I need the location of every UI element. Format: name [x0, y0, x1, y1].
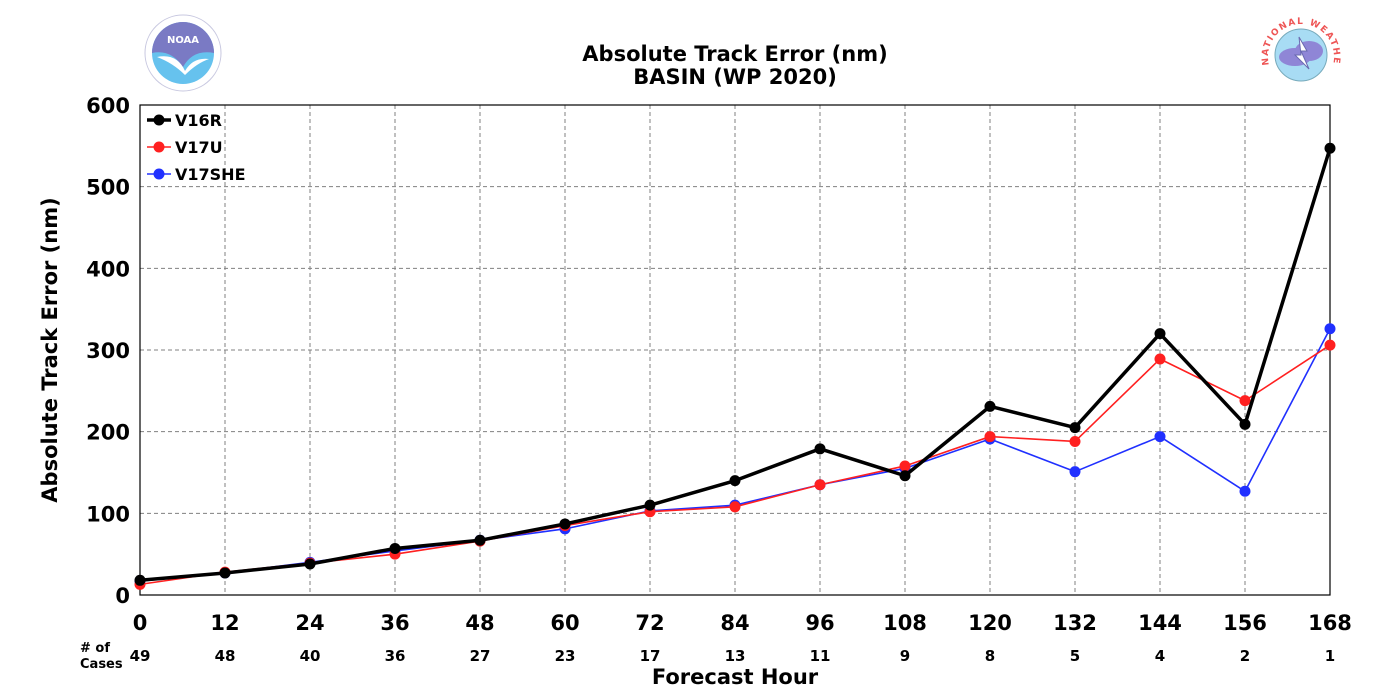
x-tick-label: 60 — [550, 611, 579, 635]
x-axis-label: Forecast Hour — [652, 665, 819, 689]
series-group — [134, 142, 1336, 590]
case-count: 36 — [385, 647, 406, 665]
x-tick-label: 72 — [635, 611, 664, 635]
data-point — [1154, 353, 1166, 365]
y-tick-labels: 0 100 200 300 400 500 600 — [86, 94, 130, 608]
case-count: 27 — [470, 647, 491, 665]
legend-item-v17she: V17SHE — [147, 165, 246, 184]
y-tick-label: 500 — [86, 176, 130, 200]
chart-subtitle: BASIN (WP 2020) — [633, 65, 837, 89]
x-tick-label: 144 — [1138, 611, 1182, 635]
data-point — [1069, 435, 1081, 447]
y-tick-label: 400 — [86, 257, 130, 281]
data-point — [1154, 431, 1166, 443]
case-count: 40 — [300, 647, 321, 665]
data-point — [1069, 466, 1081, 478]
data-point — [1239, 418, 1251, 430]
chart-title: Absolute Track Error (nm) — [582, 42, 887, 66]
data-point — [559, 518, 571, 530]
x-tick-label: 156 — [1223, 611, 1267, 635]
case-count: 48 — [215, 647, 236, 665]
case-count: 9 — [900, 647, 910, 665]
data-point — [644, 499, 656, 511]
x-tick-label: 36 — [380, 611, 409, 635]
x-tick-label: 168 — [1308, 611, 1352, 635]
x-tick-label: 48 — [465, 611, 494, 635]
legend: V16R V17U V17SHE — [147, 111, 246, 184]
legend-label: V16R — [175, 111, 222, 130]
y-axis-label: Absolute Track Error (nm) — [38, 197, 62, 502]
case-count: 11 — [810, 647, 831, 665]
case-count: 5 — [1070, 647, 1080, 665]
x-tick-label: 132 — [1053, 611, 1097, 635]
data-point — [1069, 422, 1081, 434]
y-tick-label: 300 — [86, 339, 130, 363]
data-point — [899, 460, 911, 472]
y-tick-label: 200 — [86, 421, 130, 445]
data-point — [814, 479, 826, 491]
x-tick-label: 24 — [295, 611, 324, 635]
legend-item-v17u: V17U — [147, 138, 223, 157]
data-point — [729, 501, 741, 513]
y-tick-label: 100 — [86, 502, 130, 526]
logos: NOAA NATIONAL WEATHER SERVICE — [144, 14, 1340, 93]
legend-swatch-marker — [153, 114, 165, 126]
x-tick-label: 0 — [133, 611, 148, 635]
svg-text:NOAA: NOAA — [167, 35, 199, 46]
case-count: 8 — [985, 647, 995, 665]
data-point — [1324, 323, 1336, 335]
case-count: 49 — [130, 647, 151, 665]
x-tick-labels: 0 12 24 36 48 60 72 84 96 108 120 132 144 156 168 — [133, 611, 1352, 635]
data-point — [304, 558, 316, 570]
case-count: 1 — [1325, 647, 1335, 665]
x-tick-label: 96 — [805, 611, 834, 635]
legend-label: V17SHE — [175, 165, 246, 184]
data-point — [984, 400, 996, 412]
data-point — [1154, 328, 1166, 340]
case-count: 4 — [1155, 647, 1165, 665]
data-point — [814, 443, 826, 455]
x-tick-label: 120 — [968, 611, 1012, 635]
nws-logo: NATIONAL WEATHER SERVICE — [1261, 17, 1340, 93]
data-point — [1239, 485, 1251, 497]
series-v16r — [134, 142, 1336, 586]
data-point — [474, 534, 486, 546]
y-tick-label: 600 — [86, 94, 130, 118]
data-point — [219, 567, 231, 579]
data-point — [984, 431, 996, 443]
data-point — [134, 574, 146, 586]
noaa-logo: NOAA — [144, 14, 222, 92]
data-point — [729, 475, 741, 487]
data-point — [899, 470, 911, 482]
case-count: 23 — [555, 647, 576, 665]
x-tick-label: 84 — [720, 611, 749, 635]
data-point — [1239, 395, 1251, 407]
case-count: 17 — [640, 647, 661, 665]
legend-swatch-marker — [153, 141, 165, 153]
legend-label: V17U — [175, 138, 223, 157]
data-point — [1324, 339, 1336, 351]
data-point — [1324, 142, 1336, 154]
y-tick-label: 0 — [115, 584, 130, 608]
data-point — [389, 542, 401, 554]
x-tick-label: 108 — [883, 611, 927, 635]
cases-label: # of Cases — [80, 641, 123, 672]
case-counts: 49 48 40 36 27 23 17 13 11 9 8 5 4 2 1 — [130, 647, 1336, 665]
grid — [139, 104, 1331, 596]
case-count: 13 — [725, 647, 746, 665]
legend-item-v16r: V16R — [147, 111, 222, 130]
x-tick-label: 12 — [210, 611, 239, 635]
legend-swatch-marker — [153, 168, 165, 180]
case-count: 2 — [1240, 647, 1250, 665]
